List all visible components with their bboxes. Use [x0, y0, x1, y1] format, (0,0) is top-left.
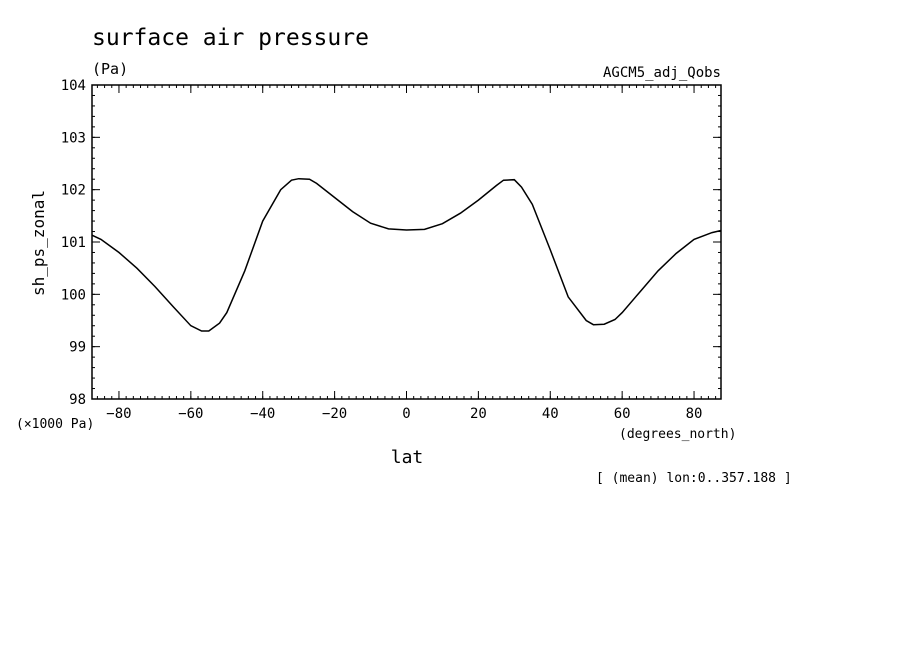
- x-axis-label: lat: [391, 447, 424, 468]
- y-tick-label: 100: [61, 287, 86, 303]
- footer-note: [ (mean) lon:0..357.188 ]: [596, 471, 792, 486]
- x-tick-label: 80: [686, 406, 703, 422]
- y-tick-label: 99: [69, 340, 86, 356]
- chart-title: surface air pressure: [92, 25, 369, 51]
- y-scale-note: (×1000 Pa): [16, 417, 94, 432]
- x-tick-label: 60: [614, 406, 631, 422]
- tick-marks: [92, 84, 721, 400]
- y-tick-label: 101: [61, 235, 86, 251]
- tick-labels: −80 −60 −40 −20 0 20 40 60 80 98 99 100 101 102 103 104: [61, 78, 703, 422]
- series-line: [91, 177, 722, 332]
- y-axis-label: sh_ps_zonal: [29, 190, 48, 296]
- units-label: (Pa): [92, 60, 128, 78]
- x-tick-label: 0: [402, 406, 410, 422]
- y-tick-label: 104: [61, 78, 86, 94]
- x-tick-label: −60: [178, 406, 203, 422]
- x-tick-label: −40: [250, 406, 275, 422]
- y-tick-label: 103: [61, 130, 86, 146]
- x-tick-label: 20: [470, 406, 487, 422]
- experiment-label: AGCM5_adj_Qobs: [603, 65, 721, 81]
- y-tick-label: 98: [69, 392, 86, 408]
- x-tick-label: −20: [322, 406, 347, 422]
- x-tick-label: 40: [542, 406, 559, 422]
- y-tick-label: 102: [61, 183, 86, 199]
- x-units-label: (degrees_north): [619, 427, 736, 442]
- plot-frame: [91, 84, 722, 400]
- x-tick-label: −80: [106, 406, 131, 422]
